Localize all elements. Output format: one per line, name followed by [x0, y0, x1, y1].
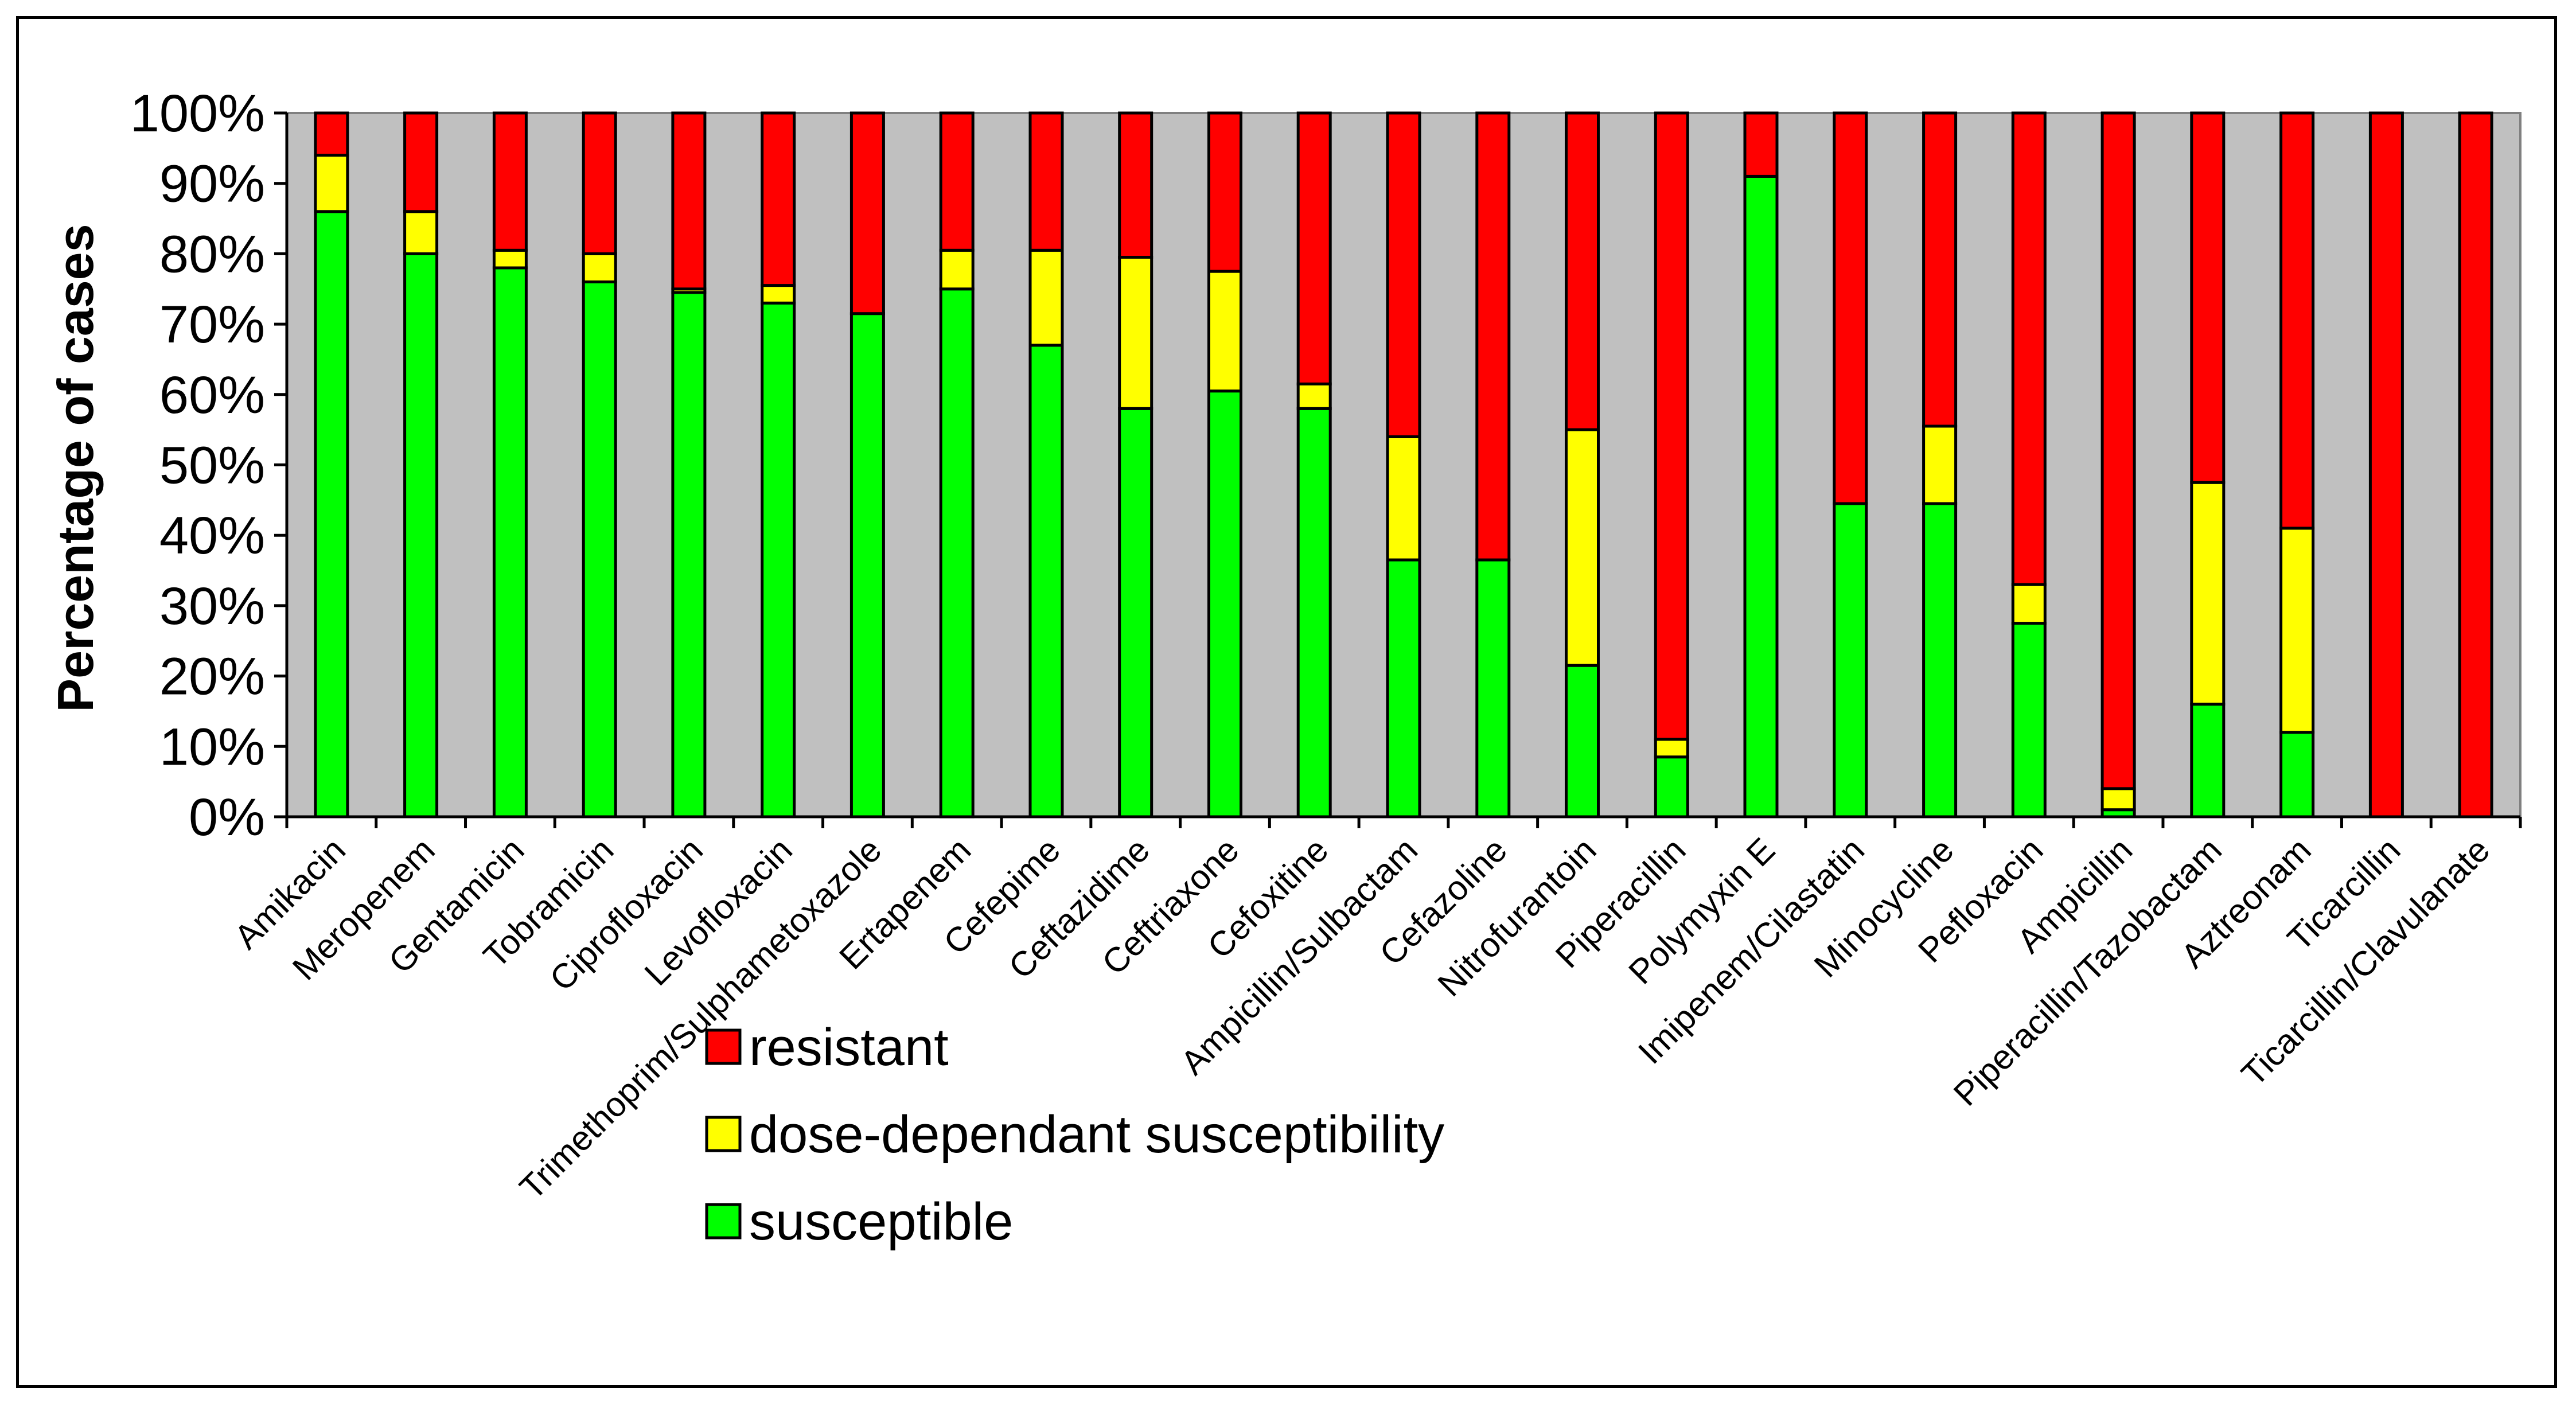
- y-tick-label: 20%: [159, 648, 265, 706]
- bar-aztreonam-dose-dependant-susceptibility: [2279, 527, 2315, 734]
- y-tick-label: 60%: [159, 366, 265, 424]
- bar-meropenem-resistant: [403, 111, 439, 213]
- bar-ceftazidime-susceptible: [1118, 407, 1153, 819]
- bar-ampicillin-sulbactam-dose-dependant-susceptibility: [1386, 435, 1421, 562]
- bar-ampicillin-sulbactam-resistant: [1386, 111, 1421, 438]
- bar-levofloxacin-dose-dependant-susceptibility: [761, 284, 796, 305]
- y-axis-label: Percentage of cases: [47, 224, 104, 712]
- legend-label-dose-dependant-susceptibility: dose-dependant susceptibility: [749, 1105, 1444, 1164]
- bar-polymyxin-e-resistant: [1743, 111, 1779, 178]
- bar-ticarcillin-resistant: [2368, 111, 2404, 819]
- bar-nitrofurantoin-resistant: [1565, 111, 1600, 431]
- bar-cefoxitine-susceptible: [1296, 407, 1332, 819]
- y-tick-label: 70%: [159, 295, 265, 354]
- legend-swatch-susceptible: [705, 1203, 742, 1240]
- bar-ampicillin-dose-dependant-susceptibility: [2100, 787, 2136, 812]
- bar-piperacillin-tazobactam-susceptible: [2190, 703, 2226, 819]
- bar-amikacin-dose-dependant-susceptibility: [314, 154, 349, 213]
- bar-trimethoprim-sulphametoxazole-susceptible: [849, 312, 885, 819]
- bar-piperacillin-susceptible: [1654, 755, 1689, 819]
- bar-minocycline-resistant: [1922, 111, 1958, 428]
- y-tick-label: 40%: [159, 506, 265, 565]
- bar-ertapenem-resistant: [939, 111, 975, 252]
- bar-cefepime-susceptible: [1028, 344, 1064, 819]
- bar-polymyxin-e-susceptible: [1743, 174, 1779, 819]
- bar-minocycline-susceptible: [1922, 502, 1958, 819]
- bar-pefloxacin-susceptible: [2011, 622, 2047, 819]
- bar-levofloxacin-susceptible: [761, 301, 796, 819]
- bar-ceftriaxone-resistant: [1207, 111, 1242, 273]
- bar-cefoxitine-resistant: [1296, 111, 1332, 385]
- bar-nitrofurantoin-susceptible: [1565, 664, 1600, 819]
- bar-cefazoline-resistant: [1475, 111, 1511, 562]
- bar-levofloxacin-resistant: [761, 111, 796, 287]
- y-tick-label: 30%: [159, 577, 265, 636]
- bars-group: [314, 111, 2493, 819]
- bar-minocycline-dose-dependant-susceptibility: [1922, 424, 1958, 505]
- bar-meropenem-susceptible: [403, 252, 439, 819]
- bar-ampicillin-sulbactam-susceptible: [1386, 558, 1421, 819]
- legend: resistant dose-dependant susceptibility su…: [705, 1018, 1444, 1251]
- y-tick-label: 50%: [159, 436, 265, 495]
- bar-imipenem-cilastatin-resistant: [1833, 111, 1868, 505]
- bar-ertapenem-dose-dependant-susceptibility: [939, 248, 975, 291]
- bar-tobramicin-susceptible: [582, 280, 617, 819]
- bar-pefloxacin-dose-dependant-susceptibility: [2011, 583, 2047, 625]
- y-tick-label: 80%: [159, 225, 265, 283]
- y-tick-label: 0%: [189, 788, 265, 847]
- bar-amikacin-susceptible: [314, 210, 349, 819]
- bar-ampicillin-resistant: [2100, 111, 2136, 790]
- bar-tobramicin-resistant: [582, 111, 617, 255]
- bar-cefepime-resistant: [1028, 111, 1064, 252]
- bar-ticarcillin-clavulanate-resistant: [2458, 111, 2493, 819]
- bar-ciprofloxacin-susceptible: [671, 291, 707, 819]
- bar-gentamicin-resistant: [492, 111, 528, 252]
- bar-ceftriaxone-dose-dependant-susceptibility: [1207, 270, 1242, 393]
- bar-trimethoprim-sulphametoxazole-resistant: [849, 111, 885, 315]
- bar-gentamicin-susceptible: [492, 266, 528, 819]
- bar-nitrofurantoin-dose-dependant-susceptibility: [1565, 428, 1600, 667]
- y-axis: 0% 10% 20% 30% 40% 50% 60% 70% 80% 90% 100%: [130, 84, 289, 847]
- y-tick-label: 100%: [130, 84, 265, 143]
- bar-amikacin-resistant: [314, 111, 349, 157]
- bar-cefepime-dose-dependant-susceptibility: [1028, 248, 1064, 347]
- bar-imipenem-cilastatin-susceptible: [1833, 502, 1868, 819]
- legend-swatch-resistant: [705, 1028, 742, 1065]
- bar-gentamicin-dose-dependant-susceptibility: [492, 248, 528, 270]
- bar-pefloxacin-resistant: [2011, 111, 2047, 586]
- bar-cefazoline-susceptible: [1475, 558, 1511, 819]
- bar-aztreonam-susceptible: [2279, 731, 2315, 819]
- bar-cefoxitine-dose-dependant-susceptibility: [1296, 382, 1332, 410]
- y-tick-label: 10%: [159, 718, 265, 776]
- x-tick-label: Nitrofurantoin: [1431, 831, 1604, 1004]
- bar-piperacillin-resistant: [1654, 111, 1689, 741]
- legend-label-resistant: resistant: [749, 1018, 949, 1077]
- bar-meropenem-dose-dependant-susceptibility: [403, 210, 439, 255]
- bar-ceftazidime-dose-dependant-susceptibility: [1118, 256, 1153, 410]
- bar-ceftriaxone-susceptible: [1207, 389, 1242, 819]
- bar-ceftazidime-resistant: [1118, 111, 1153, 259]
- bar-piperacillin-tazobactam-dose-dependant-susceptibility: [2190, 481, 2226, 706]
- bar-ertapenem-susceptible: [939, 287, 975, 819]
- bar-piperacillin-dose-dependant-susceptibility: [1654, 738, 1689, 759]
- legend-label-susceptible: susceptible: [749, 1192, 1013, 1251]
- bar-ciprofloxacin-resistant: [671, 111, 707, 291]
- bar-piperacillin-tazobactam-resistant: [2190, 111, 2226, 484]
- x-tick-label: Ciprofloxacin: [542, 831, 710, 999]
- bar-aztreonam-resistant: [2279, 111, 2315, 530]
- legend-swatch-dose-dependant-susceptibility: [705, 1116, 742, 1152]
- y-tick-label: 90%: [159, 155, 265, 213]
- bar-tobramicin-dose-dependant-susceptibility: [582, 252, 617, 283]
